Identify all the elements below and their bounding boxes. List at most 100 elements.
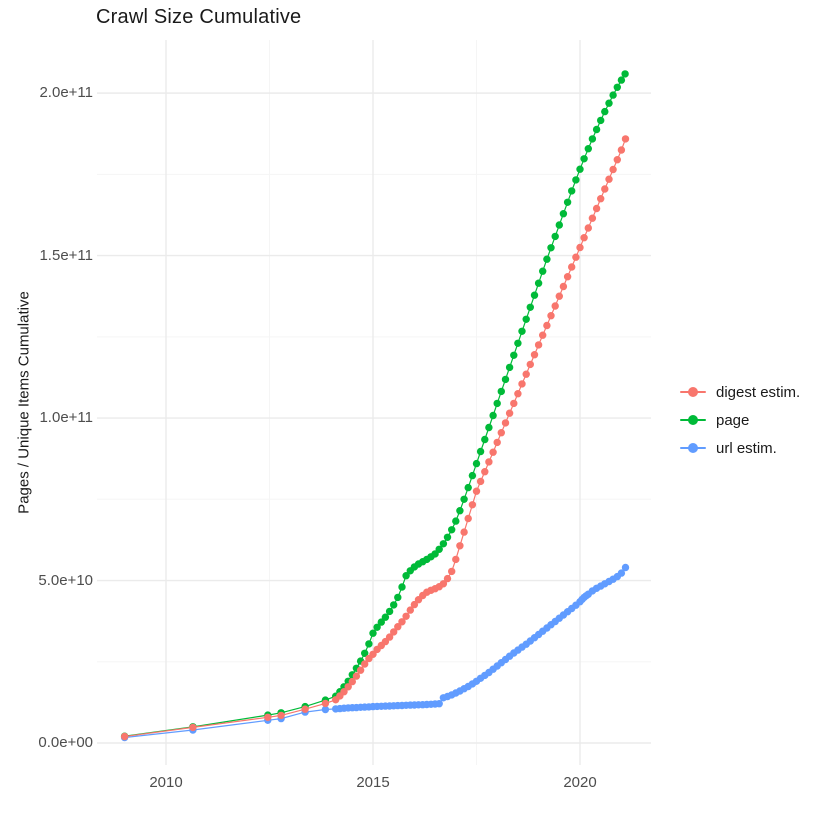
y-tick-label: 5.0e+10 xyxy=(38,571,93,589)
data-point xyxy=(522,315,530,323)
data-point xyxy=(476,447,485,456)
data-point xyxy=(563,273,572,281)
data-point xyxy=(551,232,559,241)
data-point xyxy=(381,613,390,621)
data-point xyxy=(530,351,539,359)
data-point xyxy=(613,156,621,164)
data-point xyxy=(555,221,563,229)
data-point xyxy=(452,555,460,564)
data-point xyxy=(456,542,464,550)
data-point xyxy=(489,448,497,456)
data-point xyxy=(456,507,464,515)
data-point xyxy=(547,312,555,320)
x-tick-label: 2010 xyxy=(149,774,183,791)
data-point xyxy=(394,593,402,602)
data-point xyxy=(580,155,588,163)
data-point xyxy=(120,732,129,741)
data-point xyxy=(277,711,285,720)
data-point xyxy=(617,76,626,84)
data-point xyxy=(435,700,443,708)
data-point xyxy=(410,600,419,609)
data-point xyxy=(605,99,613,107)
legend: digest estim. page url estim. xyxy=(680,378,800,462)
data-point xyxy=(621,70,629,78)
data-point xyxy=(448,567,456,576)
legend-key-page xyxy=(680,415,706,425)
data-point xyxy=(472,487,481,495)
data-point xyxy=(493,438,501,447)
data-point xyxy=(497,429,505,437)
data-point xyxy=(385,633,394,641)
data-point xyxy=(493,399,501,408)
data-point xyxy=(559,282,568,291)
data-point xyxy=(361,660,369,668)
data-point xyxy=(518,327,526,335)
data-point xyxy=(472,459,481,468)
data-point xyxy=(348,677,356,686)
data-point xyxy=(518,380,526,388)
data-point xyxy=(551,302,559,310)
data-point xyxy=(584,145,592,153)
legend-item-url: url estim. xyxy=(680,434,800,462)
data-point xyxy=(621,135,630,143)
data-point xyxy=(435,545,443,553)
data-point xyxy=(340,688,348,696)
series-digest-estim- xyxy=(120,135,630,741)
data-point xyxy=(605,175,613,183)
data-point xyxy=(501,419,510,427)
legend-label: url estim. xyxy=(716,439,777,457)
data-point xyxy=(460,528,468,536)
data-point xyxy=(514,390,522,398)
data-point xyxy=(439,580,448,588)
data-point xyxy=(539,267,547,275)
y-tick-label: 1.5e+11 xyxy=(39,246,93,264)
data-point xyxy=(481,468,489,476)
gridlines-minor xyxy=(97,40,651,765)
data-point xyxy=(365,640,373,648)
data-point xyxy=(588,214,597,222)
data-point xyxy=(559,210,568,218)
data-point xyxy=(534,341,543,349)
data-point xyxy=(568,263,576,271)
data-point xyxy=(597,116,605,125)
data-point xyxy=(390,601,398,609)
data-point xyxy=(352,672,361,680)
data-point xyxy=(510,351,518,359)
series-page xyxy=(120,70,629,740)
y-tick-label: 0.0e+00 xyxy=(38,734,93,751)
data-point xyxy=(398,618,406,626)
data-point xyxy=(522,370,530,378)
legend-dot-swatch xyxy=(688,387,698,397)
data-point xyxy=(505,363,514,372)
data-point xyxy=(460,495,468,503)
data-point xyxy=(609,91,617,99)
data-point xyxy=(481,435,489,444)
data-point xyxy=(609,165,617,174)
data-point xyxy=(369,629,377,637)
data-point xyxy=(497,387,505,396)
data-point xyxy=(464,483,472,492)
data-point xyxy=(514,339,522,347)
data-point xyxy=(592,204,601,213)
data-point xyxy=(321,705,330,714)
data-point xyxy=(592,125,601,134)
data-point xyxy=(402,572,410,580)
data-point xyxy=(448,526,456,534)
data-point xyxy=(555,292,563,300)
data-point xyxy=(402,612,410,620)
legend-item-digest: digest estim. xyxy=(680,378,800,406)
data-point xyxy=(485,423,493,432)
data-point xyxy=(501,375,510,384)
y-tick-label: 2.0e+11 xyxy=(39,84,93,102)
gridlines-major xyxy=(97,40,651,765)
data-point xyxy=(373,623,381,631)
data-point xyxy=(443,574,452,583)
data-point xyxy=(526,303,534,311)
data-point xyxy=(476,477,485,486)
data-point xyxy=(547,244,555,252)
data-point xyxy=(489,411,497,420)
data-point xyxy=(617,569,626,577)
data-point xyxy=(398,583,406,591)
data-point xyxy=(572,253,580,261)
legend-key-url xyxy=(680,443,706,453)
